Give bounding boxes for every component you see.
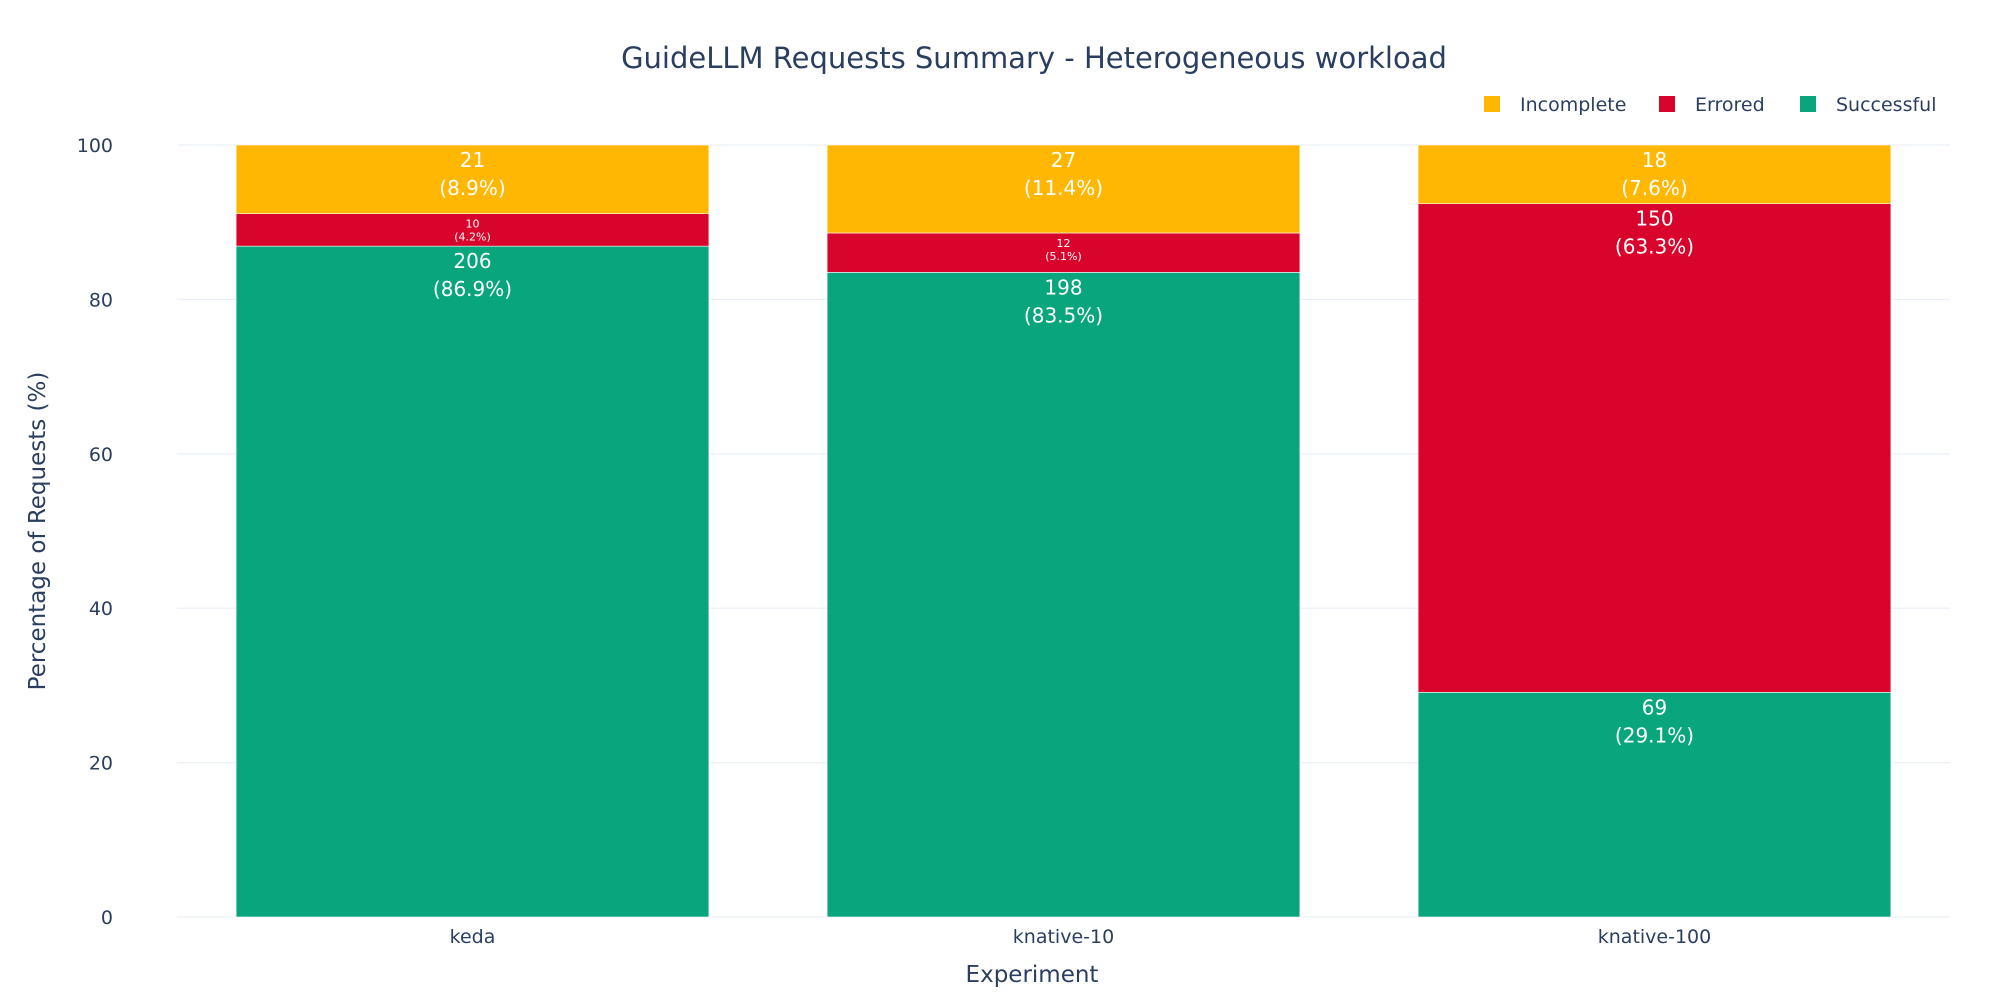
bar-count-label: 18 (1642, 148, 1667, 172)
bar-successful-knative-10 (826, 272, 1301, 918)
legend-item-successful[interactable]: Successful (1800, 94, 1937, 116)
legend-item-incomplete[interactable]: Incomplete (1484, 94, 1626, 116)
y-tick-label: 80 (89, 289, 113, 311)
y-axis-title: Percentage of Requests (%) (25, 372, 51, 691)
y-tick-label: 0 (101, 907, 113, 929)
bar-percent-label: (11.4%) (1024, 176, 1103, 200)
y-tick-label: 40 (89, 598, 113, 620)
bars: 206 (86.9%) 10(4.2%) 21 (8.9%) 198 (83.5%) 12(5… (235, 144, 1892, 918)
bar-count-label: 27 (1051, 148, 1076, 172)
legend-swatch (1659, 96, 1675, 112)
y-tick-label: 100 (77, 135, 113, 157)
bar-errored-knative-10 (826, 232, 1301, 273)
bar-incomplete-keda (235, 144, 710, 215)
x-tick-label: knative-100 (1598, 926, 1711, 948)
x-axis-title: Experiment (966, 962, 1099, 988)
legend-label: Successful (1836, 94, 1937, 116)
bar-errored-keda (235, 213, 710, 247)
y-tick-label: 60 (89, 444, 113, 466)
bar-count-label: 206 (453, 249, 491, 273)
x-tick-label: keda (450, 926, 496, 948)
legend-swatch (1484, 96, 1500, 112)
bar-incomplete-knative-10 (826, 144, 1301, 234)
bar-count-label: 150 (1635, 207, 1673, 231)
bar-count-label: 12 (1057, 237, 1071, 250)
bar-successful-keda (235, 245, 710, 918)
legend: Incomplete Errored Successful (1484, 94, 1937, 116)
y-axis-ticks: 0 20 40 60 80 100 (77, 135, 113, 929)
bar-errored-knative-100 (1417, 203, 1892, 693)
chart-title: GuideLLM Requests Summary - Heterogeneou… (621, 41, 1447, 75)
legend-label: Errored (1695, 94, 1765, 116)
bar-percent-label: (86.9%) (433, 277, 512, 301)
bar-percent-label: (29.1%) (1615, 723, 1694, 747)
bar-percent-label: (4.2%) (454, 231, 491, 244)
y-tick-label: 20 (89, 753, 113, 775)
bar-count-label: 10 (466, 218, 480, 231)
legend-item-errored[interactable]: Errored (1659, 94, 1765, 116)
bar-successful-knative-100 (1417, 692, 1892, 918)
legend-swatch (1800, 96, 1816, 112)
x-axis-ticks: keda knative-10 knative-100 (450, 926, 1712, 948)
x-tick-label: knative-10 (1013, 926, 1114, 948)
legend-label: Incomplete (1520, 94, 1626, 116)
bar-count-label: 21 (460, 148, 485, 172)
bar-percent-label: (63.3%) (1615, 235, 1694, 259)
bar-percent-label: (7.6%) (1621, 176, 1687, 200)
bar-count-label: 198 (1044, 275, 1082, 299)
bar-incomplete-knative-100 (1417, 144, 1892, 204)
bar-count-label: 69 (1642, 695, 1667, 719)
bar-percent-label: (8.9%) (439, 176, 505, 200)
bar-percent-label: (83.5%) (1024, 303, 1103, 327)
bar-percent-label: (5.1%) (1045, 250, 1082, 263)
